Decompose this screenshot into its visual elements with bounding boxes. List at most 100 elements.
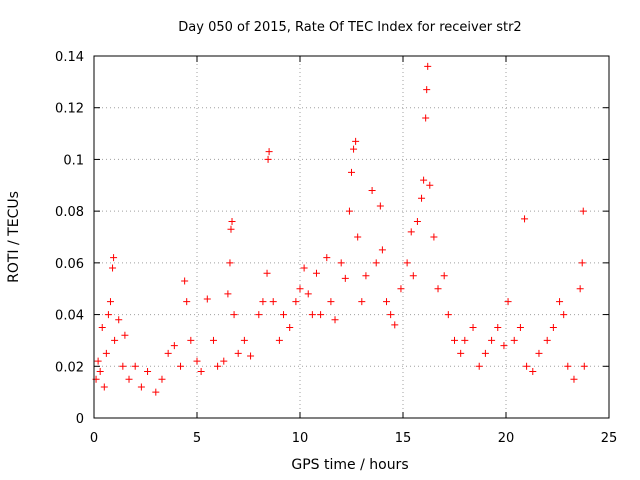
data-point bbox=[423, 86, 431, 94]
y-tick-label: 0.14 bbox=[55, 50, 84, 65]
data-point bbox=[102, 349, 110, 357]
data-point bbox=[451, 336, 458, 344]
data-point bbox=[378, 246, 386, 254]
data-point bbox=[580, 362, 588, 370]
data-point bbox=[409, 272, 417, 280]
data-point bbox=[504, 298, 512, 306]
data-point bbox=[240, 336, 248, 344]
data-point bbox=[115, 316, 123, 324]
data-point bbox=[397, 285, 405, 293]
data-point bbox=[535, 349, 543, 357]
data-point bbox=[109, 264, 117, 272]
data-point bbox=[275, 336, 283, 344]
data-point bbox=[420, 176, 428, 184]
data-point bbox=[327, 298, 335, 306]
data-point bbox=[354, 233, 362, 241]
data-point bbox=[131, 362, 139, 370]
data-point bbox=[259, 298, 267, 306]
data-point bbox=[418, 194, 426, 202]
data-point bbox=[424, 62, 432, 70]
data-point bbox=[110, 254, 118, 262]
data-point bbox=[177, 362, 185, 370]
y-axis-label: ROTI / TECUs bbox=[6, 191, 22, 283]
data-point bbox=[197, 367, 205, 375]
y-tick-label: 0.1 bbox=[63, 153, 84, 168]
data-point bbox=[183, 298, 191, 306]
data-point bbox=[337, 259, 345, 267]
y-tick-label: 0 bbox=[76, 412, 84, 427]
data-point bbox=[121, 331, 129, 339]
data-point bbox=[296, 285, 304, 293]
data-point bbox=[312, 269, 320, 277]
data-point bbox=[98, 324, 106, 331]
data-point bbox=[403, 259, 411, 267]
data-point bbox=[516, 324, 524, 331]
data-point bbox=[224, 290, 232, 298]
plot-frame bbox=[93, 55, 610, 419]
data-point bbox=[362, 272, 370, 280]
data-point bbox=[494, 324, 502, 331]
x-tick-label: 20 bbox=[498, 431, 515, 446]
data-point bbox=[119, 362, 127, 370]
data-point bbox=[304, 290, 312, 298]
data-point bbox=[220, 357, 228, 365]
data-point bbox=[280, 311, 288, 319]
chart-title: Day 050 of 2015, Rate Of TEC Index for r… bbox=[178, 20, 521, 35]
data-point bbox=[331, 316, 339, 324]
data-point bbox=[560, 311, 568, 319]
data-point bbox=[104, 311, 112, 319]
x-tick-label: 0 bbox=[90, 431, 98, 446]
data-point bbox=[323, 254, 331, 262]
data-point bbox=[94, 357, 102, 365]
data-point bbox=[564, 362, 572, 370]
data-point bbox=[193, 357, 201, 365]
data-point bbox=[457, 349, 465, 357]
data-point bbox=[475, 362, 483, 370]
data-point bbox=[341, 274, 349, 282]
data-point bbox=[263, 269, 271, 277]
grid-lines bbox=[94, 56, 609, 418]
y-tick-label: 0.12 bbox=[55, 102, 84, 117]
data-point bbox=[521, 215, 529, 223]
data-point bbox=[111, 336, 119, 344]
data-point bbox=[137, 383, 145, 391]
axis-ticks bbox=[93, 55, 610, 419]
x-tick-labels: 0 5 10 15 20 25 bbox=[90, 431, 617, 446]
data-point bbox=[440, 272, 448, 280]
data-point bbox=[170, 342, 178, 350]
data-point bbox=[510, 336, 518, 344]
x-tick-label: 15 bbox=[395, 431, 412, 446]
data-point bbox=[181, 277, 189, 285]
y-tick-labels: 0 0.02 0.04 0.06 0.08 0.1 0.12 0.14 bbox=[55, 50, 84, 427]
data-point bbox=[317, 311, 325, 319]
data-point bbox=[187, 336, 195, 344]
data-point bbox=[234, 349, 242, 357]
x-tick-label: 10 bbox=[292, 431, 309, 446]
y-tick-label: 0.04 bbox=[55, 309, 84, 324]
data-point bbox=[376, 202, 384, 210]
data-point bbox=[203, 295, 211, 303]
data-point bbox=[523, 362, 531, 370]
data-point bbox=[214, 362, 222, 370]
data-point bbox=[488, 336, 496, 344]
data-point bbox=[352, 137, 360, 145]
data-point bbox=[461, 336, 469, 344]
data-point bbox=[368, 186, 376, 194]
data-point bbox=[430, 233, 438, 241]
x-tick-label: 25 bbox=[601, 431, 618, 446]
data-point bbox=[434, 285, 442, 293]
data-point bbox=[372, 259, 380, 267]
data-point bbox=[158, 375, 166, 383]
data-point bbox=[500, 342, 508, 350]
data-point bbox=[348, 168, 355, 176]
data-point bbox=[96, 367, 104, 375]
data-point bbox=[579, 207, 587, 215]
data-point bbox=[308, 311, 316, 319]
data-point bbox=[570, 375, 578, 383]
data-point bbox=[444, 311, 452, 319]
data-point bbox=[576, 285, 584, 293]
data-point bbox=[578, 259, 586, 267]
data-point bbox=[228, 217, 236, 225]
x-tick-label: 5 bbox=[193, 431, 201, 446]
